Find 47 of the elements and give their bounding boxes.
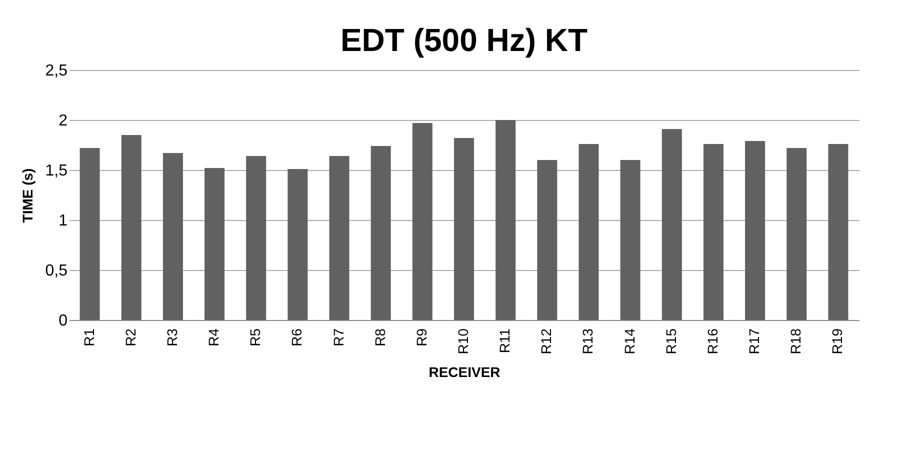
chart-title: EDT (500 Hz) KT [340,22,588,58]
bar [246,156,266,320]
x-tick-label: R12 [538,328,554,354]
x-tick-label: R9 [413,328,430,346]
bar [745,141,766,320]
y-tick-label: 1,5 [45,162,68,180]
x-tick-label: R17 [746,328,762,354]
x-tick-label: R15 [662,328,679,354]
x-tick-label: R4 [206,328,222,346]
bar [828,144,848,320]
bar [537,160,558,320]
x-tick-label: R7 [330,328,346,346]
bar [454,138,474,320]
x-tick-label: R10 [455,328,471,354]
bar [412,123,432,320]
bar [496,120,516,320]
bar [578,144,599,320]
x-tick-label: R13 [580,328,596,354]
x-tick-label: R6 [288,328,305,346]
y-tick-label: 2,5 [45,62,68,80]
bar [288,169,308,320]
bar [329,156,350,320]
x-tick-label: R3 [164,328,180,346]
x-tick-label: R18 [788,328,804,354]
x-tick-label: R2 [122,328,138,346]
bar [370,146,391,320]
x-tick-label: R5 [247,328,264,346]
bar [786,148,807,320]
x-tick-label: R19 [829,328,846,354]
bar [703,144,724,320]
x-tick-label: R1 [80,328,97,346]
bar [121,135,142,320]
bar [620,160,640,320]
bar [162,153,183,320]
x-tick-label: R11 [496,328,513,354]
bar [204,168,225,320]
y-tick-label: 2 [58,112,68,130]
x-tick-label: R14 [621,328,638,354]
x-axis-title: RECEIVER [428,364,500,380]
x-tick-label: R16 [704,328,720,354]
bar [80,148,100,320]
y-tick-label: 0 [58,312,68,330]
bar [662,129,682,320]
y-axis-title: TIME (s) [19,168,36,223]
y-tick-label: 1 [58,212,68,230]
y-tick-label: 0,5 [45,262,68,280]
x-tick-label: R8 [372,328,388,346]
